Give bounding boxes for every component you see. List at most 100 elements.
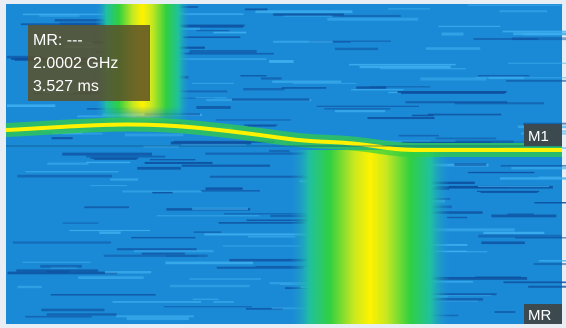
noise-streak bbox=[222, 245, 302, 247]
noise-streak bbox=[196, 29, 230, 32]
noise-streak bbox=[475, 276, 522, 278]
noise-streak bbox=[192, 82, 234, 84]
noise-streak bbox=[426, 298, 483, 301]
noise-streak bbox=[204, 233, 307, 236]
noise-streak bbox=[468, 171, 535, 174]
noise-streak bbox=[229, 258, 319, 262]
noise-streak bbox=[41, 308, 105, 312]
noise-streak bbox=[12, 241, 112, 244]
noise-streak bbox=[104, 271, 152, 274]
noise-streak bbox=[50, 294, 156, 296]
noise-streak bbox=[110, 178, 139, 181]
noise-streak bbox=[156, 215, 260, 217]
noise-streak bbox=[428, 280, 474, 283]
noise-streak bbox=[218, 222, 305, 224]
noise-streak bbox=[443, 251, 488, 253]
noise-streak bbox=[163, 306, 252, 308]
noise-streak bbox=[195, 97, 227, 99]
noise-streak bbox=[477, 74, 530, 77]
noise-streak bbox=[40, 264, 83, 268]
noise-streak bbox=[260, 77, 282, 80]
noise-streak bbox=[419, 228, 515, 232]
noise-streak bbox=[200, 190, 260, 192]
noise-streak bbox=[499, 177, 566, 180]
noise-streak bbox=[39, 13, 80, 17]
noise-streak bbox=[144, 161, 213, 164]
noise-streak bbox=[6, 55, 43, 59]
noise-streak bbox=[408, 295, 492, 297]
noise-streak bbox=[69, 229, 150, 232]
noise-streak bbox=[411, 114, 434, 117]
noise-streak bbox=[25, 315, 92, 318]
noise-streak bbox=[419, 276, 528, 280]
noise-streak bbox=[273, 13, 344, 16]
noise-streak bbox=[499, 10, 548, 13]
noise-streak bbox=[54, 19, 112, 22]
noise-streak bbox=[189, 278, 261, 280]
noise-streak bbox=[86, 161, 131, 164]
noise-streak bbox=[6, 104, 56, 108]
noise-streak bbox=[244, 8, 268, 11]
noise-streak bbox=[99, 231, 121, 234]
noise-streak bbox=[183, 36, 241, 39]
noise-streak bbox=[47, 162, 89, 165]
noise-streak bbox=[90, 157, 139, 160]
noise-streak bbox=[446, 216, 468, 219]
noise-streak bbox=[473, 141, 529, 143]
readout-background bbox=[28, 25, 150, 101]
noise-streak bbox=[116, 248, 197, 251]
noise-streak bbox=[216, 266, 304, 269]
noise-streak bbox=[538, 260, 566, 262]
noise-streak bbox=[149, 159, 196, 161]
noise-streak bbox=[438, 25, 501, 28]
marker-tag-background bbox=[524, 124, 562, 146]
noise-streak bbox=[269, 149, 290, 153]
noise-streak bbox=[327, 17, 419, 21]
marker-tag-background bbox=[524, 304, 562, 324]
noise-streak bbox=[184, 52, 274, 55]
noise-streak bbox=[334, 47, 379, 51]
noise-streak bbox=[213, 31, 247, 34]
noise-streak bbox=[152, 191, 173, 194]
noise-streak bbox=[467, 4, 563, 6]
noise-streak bbox=[477, 190, 540, 193]
noise-streak bbox=[435, 137, 497, 140]
noise-streak bbox=[169, 284, 250, 288]
noise-streak bbox=[528, 285, 566, 288]
marker-label: MR bbox=[528, 307, 551, 324]
noise-streak bbox=[243, 87, 285, 91]
noise-streak bbox=[193, 231, 222, 233]
marker-tag[interactable]: MR bbox=[524, 304, 562, 324]
noise-streak bbox=[427, 113, 502, 116]
noise-streak bbox=[515, 237, 566, 239]
readout-line: 2.0002 GHz bbox=[33, 55, 118, 72]
noise-streak bbox=[324, 108, 391, 110]
noise-streak bbox=[349, 63, 456, 66]
noise-streak bbox=[196, 106, 231, 109]
noise-streak bbox=[272, 80, 342, 83]
noise-streak bbox=[231, 98, 310, 101]
noise-streak bbox=[90, 184, 128, 187]
noise-streak bbox=[292, 82, 357, 84]
noise-streak bbox=[141, 252, 185, 255]
signal-band bbox=[290, 150, 450, 324]
noise-streak bbox=[173, 140, 275, 143]
noise-streak bbox=[351, 40, 391, 42]
noise-streak bbox=[359, 65, 451, 69]
noise-streak bbox=[51, 137, 73, 140]
noise-streak bbox=[281, 87, 327, 89]
noise-streak bbox=[192, 298, 219, 300]
noise-streak bbox=[481, 241, 525, 245]
noise-streak bbox=[269, 60, 294, 63]
noise-streak bbox=[157, 58, 267, 61]
noise-streak bbox=[352, 140, 456, 142]
marker-tag[interactable]: M1 bbox=[524, 124, 562, 146]
noise-streak bbox=[507, 213, 534, 215]
noise-streak bbox=[523, 32, 566, 36]
noise-streak bbox=[491, 214, 557, 218]
noise-streak bbox=[94, 158, 137, 160]
noise-streak bbox=[430, 140, 514, 143]
noise-streak bbox=[62, 152, 152, 156]
